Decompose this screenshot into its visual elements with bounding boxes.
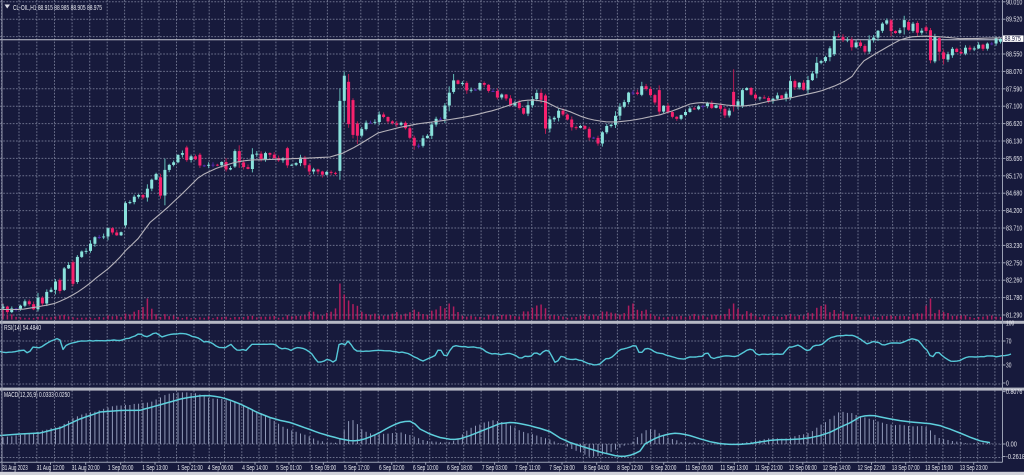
svg-text:8 Sep 20:00: 8 Sep 20:00 xyxy=(651,465,677,472)
svg-text:70: 70 xyxy=(1006,339,1011,346)
svg-text:85.650: 85.650 xyxy=(1006,156,1022,163)
svg-text:90.010: 90.010 xyxy=(1006,0,1022,6)
svg-text:CL-OIL,H1 88.915 88.985 88.905: CL-OIL,H1 88.915 88.985 88.905 88.975 xyxy=(13,3,102,12)
svg-text:11 Sep 05:00: 11 Sep 05:00 xyxy=(685,465,713,472)
svg-text:1 Sep 05:00: 1 Sep 05:00 xyxy=(108,465,134,472)
svg-text:30: 30 xyxy=(1006,363,1011,370)
svg-text:0.00: 0.00 xyxy=(1006,442,1017,449)
svg-text:31 Aug 2023: 31 Aug 2023 xyxy=(2,465,28,472)
svg-text:12 Sep 06:00: 12 Sep 06:00 xyxy=(789,465,817,472)
svg-text:1 Sep 13:00: 1 Sep 13:00 xyxy=(142,465,168,472)
svg-text:RSI(14) 54.4840: RSI(14) 54.4840 xyxy=(4,325,41,332)
svg-text:6 Sep 02:00: 6 Sep 02:00 xyxy=(379,465,405,472)
svg-text:88.975: 88.975 xyxy=(1005,36,1021,43)
svg-text:88.070: 88.070 xyxy=(1006,69,1022,76)
svg-text:31 Aug 12:00: 31 Aug 12:00 xyxy=(37,465,65,472)
svg-text:85.170: 85.170 xyxy=(1006,173,1022,180)
svg-text:0: 0 xyxy=(1006,381,1009,388)
svg-text:MACD(12,26,9) 0.0333 0.0250: MACD(12,26,9) 0.0333 0.0250 xyxy=(4,392,70,399)
svg-text:87.590: 87.590 xyxy=(1006,86,1022,93)
svg-text:8 Sep 04:00: 8 Sep 04:00 xyxy=(584,465,610,472)
svg-text:12 Sep 22:00: 12 Sep 22:00 xyxy=(858,465,886,472)
svg-text:87.100: 87.100 xyxy=(1006,104,1022,111)
svg-text:83.710: 83.710 xyxy=(1006,226,1022,233)
svg-text:81.290: 81.290 xyxy=(1006,313,1022,320)
svg-text:5 Sep 09:00: 5 Sep 09:00 xyxy=(311,465,337,472)
svg-text:12 Sep 14:00: 12 Sep 14:00 xyxy=(823,465,851,472)
svg-text:84.200: 84.200 xyxy=(1006,208,1022,215)
svg-text:0.8076: 0.8076 xyxy=(1006,389,1022,396)
svg-text:7 Sep 03:00: 7 Sep 03:00 xyxy=(482,465,508,472)
svg-text:7 Sep 19:00: 7 Sep 19:00 xyxy=(549,465,575,472)
svg-text:8 Sep 12:00: 8 Sep 12:00 xyxy=(617,465,643,472)
svg-text:86.620: 86.620 xyxy=(1006,121,1022,128)
svg-text:13 Sep 23:00: 13 Sep 23:00 xyxy=(960,465,988,472)
svg-text:1 Sep 21:00: 1 Sep 21:00 xyxy=(177,465,203,472)
svg-text:7 Sep 11:00: 7 Sep 11:00 xyxy=(515,465,541,472)
svg-text:84.680: 84.680 xyxy=(1006,191,1022,198)
svg-text:5 Sep 01:00: 5 Sep 01:00 xyxy=(276,465,302,472)
svg-text:86.130: 86.130 xyxy=(1006,139,1022,146)
svg-text:100: 100 xyxy=(1006,321,1014,328)
svg-text:89.520: 89.520 xyxy=(1006,17,1022,24)
svg-text:83.230: 83.230 xyxy=(1006,243,1022,250)
svg-text:4 Sep 06:00: 4 Sep 06:00 xyxy=(208,465,234,472)
svg-text:82.260: 82.260 xyxy=(1006,278,1022,285)
svg-text:82.750: 82.750 xyxy=(1006,260,1022,267)
svg-text:13 Sep 15:00: 13 Sep 15:00 xyxy=(925,465,953,472)
svg-text:6 Sep 18:00: 6 Sep 18:00 xyxy=(447,465,473,472)
svg-text:5 Sep 17:00: 5 Sep 17:00 xyxy=(344,465,370,472)
svg-text:11 Sep 21:00: 11 Sep 21:00 xyxy=(755,465,783,472)
svg-text:13 Sep 07:00: 13 Sep 07:00 xyxy=(892,465,920,472)
svg-text:81.780: 81.780 xyxy=(1006,295,1022,302)
svg-text:88.550: 88.550 xyxy=(1006,52,1022,59)
svg-text:4 Sep 14:00: 4 Sep 14:00 xyxy=(242,465,268,472)
svg-text:6 Sep 10:00: 6 Sep 10:00 xyxy=(413,465,439,472)
svg-text:-0.2618: -0.2618 xyxy=(1006,454,1024,461)
svg-text:11 Sep 13:00: 11 Sep 13:00 xyxy=(720,465,748,472)
svg-text:31 Aug 20:00: 31 Aug 20:00 xyxy=(72,465,100,472)
